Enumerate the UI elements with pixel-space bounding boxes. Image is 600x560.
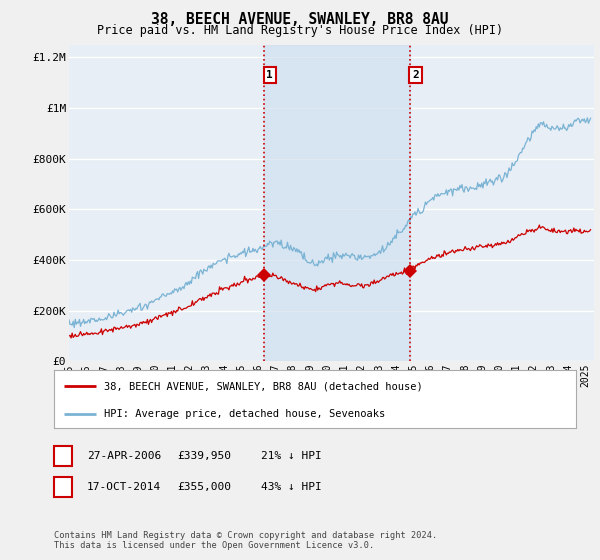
Text: 38, BEECH AVENUE, SWANLEY, BR8 8AU: 38, BEECH AVENUE, SWANLEY, BR8 8AU	[151, 12, 449, 27]
Text: 1: 1	[266, 70, 273, 80]
Text: 38, BEECH AVENUE, SWANLEY, BR8 8AU (detached house): 38, BEECH AVENUE, SWANLEY, BR8 8AU (deta…	[104, 381, 422, 391]
Text: 17-OCT-2014: 17-OCT-2014	[87, 482, 161, 492]
Text: 27-APR-2006: 27-APR-2006	[87, 451, 161, 461]
Text: Price paid vs. HM Land Registry's House Price Index (HPI): Price paid vs. HM Land Registry's House …	[97, 24, 503, 37]
Text: £339,950: £339,950	[177, 451, 231, 461]
Text: HPI: Average price, detached house, Sevenoaks: HPI: Average price, detached house, Seve…	[104, 409, 385, 419]
Text: Contains HM Land Registry data © Crown copyright and database right 2024.
This d: Contains HM Land Registry data © Crown c…	[54, 530, 437, 550]
Text: £355,000: £355,000	[177, 482, 231, 492]
Text: 2: 2	[412, 70, 419, 80]
Text: 2: 2	[59, 482, 67, 492]
Text: 1: 1	[59, 451, 67, 461]
Text: 21% ↓ HPI: 21% ↓ HPI	[261, 451, 322, 461]
Text: 43% ↓ HPI: 43% ↓ HPI	[261, 482, 322, 492]
Bar	[264, 45, 410, 361]
